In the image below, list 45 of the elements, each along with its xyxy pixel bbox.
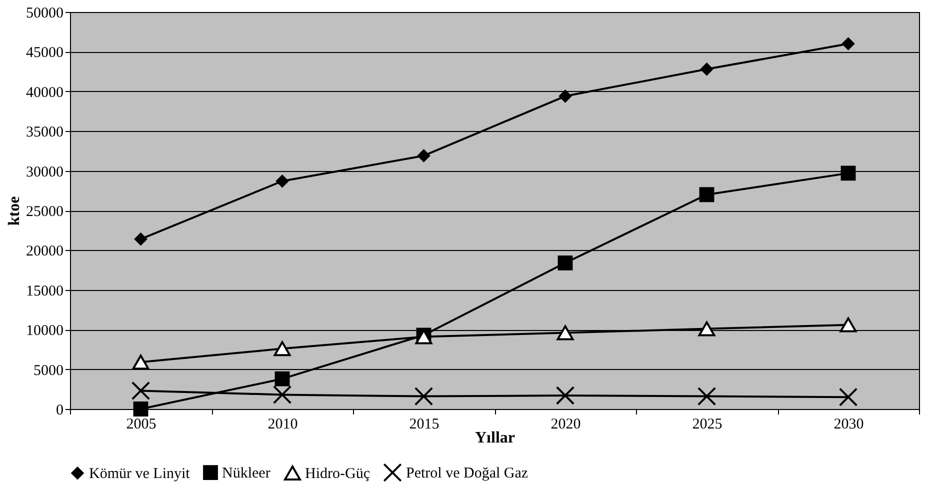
legend-label: Hidro-Güç <box>305 466 370 482</box>
legend-label: Nükleer <box>222 466 270 482</box>
y-axis-title: ktoe <box>6 196 23 226</box>
x-tick-label: 2020 <box>550 416 581 432</box>
x-axis-title: Yıllar <box>475 430 515 446</box>
point <box>840 317 857 332</box>
point <box>131 381 150 400</box>
point <box>414 386 434 406</box>
point <box>699 187 714 202</box>
x-tick-label: 2015 <box>409 416 440 432</box>
point <box>842 38 854 50</box>
x-tick-label: 2030 <box>834 416 864 432</box>
point <box>697 386 716 406</box>
point <box>838 388 858 406</box>
y-tick-label: 10000 <box>26 323 64 340</box>
point <box>418 149 430 162</box>
y-tick-label: 40000 <box>26 84 64 101</box>
point <box>274 341 291 356</box>
point <box>698 321 716 336</box>
point <box>559 90 572 102</box>
legend-label: Kömür ve Linyit <box>89 466 191 482</box>
y-tick-label: 25000 <box>26 204 64 220</box>
x-tick-label: 2010 <box>268 416 298 432</box>
y-tick-label: 15000 <box>26 283 64 300</box>
point <box>272 385 292 404</box>
y-tick-label: 5000 <box>34 362 64 379</box>
y-tick-label: 45000 <box>26 45 64 62</box>
y-tick-label: 50000 <box>26 6 64 22</box>
point <box>276 174 288 188</box>
x-tick-label: 2025 <box>692 416 722 432</box>
y-tick-label: 0 <box>56 402 64 418</box>
point <box>840 166 856 181</box>
legend-label: Petrol ve Doğal Gaz <box>406 466 528 482</box>
point <box>558 255 573 270</box>
y-tick-label: 20000 <box>26 244 64 260</box>
y-tick-label: 30000 <box>26 164 64 180</box>
point <box>556 325 574 340</box>
point <box>133 402 148 416</box>
point <box>700 62 713 76</box>
x-tick-label: 2005 <box>126 416 156 432</box>
point <box>274 371 290 386</box>
point <box>132 354 150 370</box>
point <box>556 386 575 405</box>
y-tick-label: 35000 <box>26 124 64 141</box>
point <box>134 232 147 246</box>
